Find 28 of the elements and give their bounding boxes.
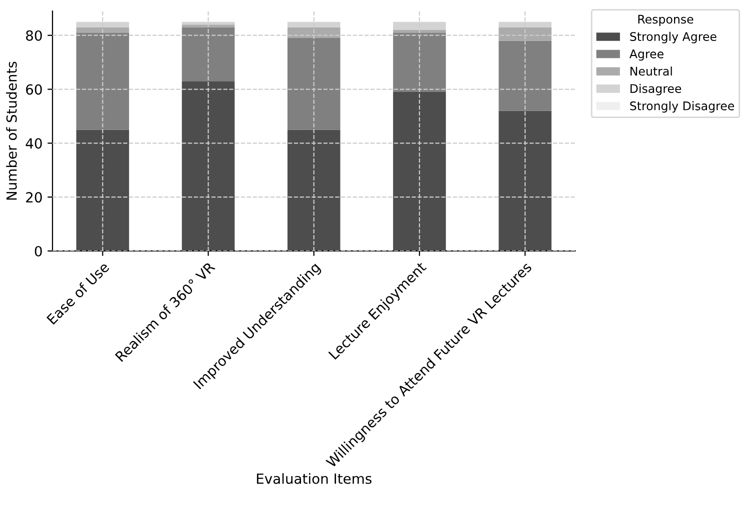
legend-label: Agree bbox=[629, 50, 664, 61]
bar bbox=[393, 30, 446, 33]
y-tick-label: 0 bbox=[34, 246, 42, 256]
legend-label: Neutral bbox=[630, 66, 672, 76]
bar bbox=[287, 27, 340, 38]
bar bbox=[76, 27, 130, 33]
y-tick-label: 80 bbox=[26, 30, 42, 41]
legend-label: Disagree bbox=[630, 84, 682, 96]
bar bbox=[393, 32, 446, 92]
legend-label: Strongly Disagree bbox=[630, 101, 734, 113]
bar bbox=[182, 27, 235, 82]
y-axis-title: Number of Students bbox=[6, 62, 17, 200]
bar bbox=[498, 110, 552, 251]
y-tick-label: 60 bbox=[26, 84, 42, 95]
bar bbox=[76, 32, 130, 130]
bar bbox=[498, 27, 552, 41]
legend-label: Strongly Agree bbox=[630, 32, 716, 44]
bar bbox=[182, 24, 235, 28]
bar bbox=[76, 130, 130, 251]
bar bbox=[182, 81, 235, 251]
legend-title: Response bbox=[638, 14, 694, 26]
bar bbox=[498, 40, 552, 111]
bar bbox=[393, 92, 446, 251]
bar bbox=[287, 130, 340, 251]
y-tick-label: 40 bbox=[26, 138, 42, 149]
bar bbox=[287, 38, 340, 130]
x-axis-title: Evaluation Items bbox=[256, 473, 372, 484]
y-tick-label: 20 bbox=[26, 192, 42, 203]
